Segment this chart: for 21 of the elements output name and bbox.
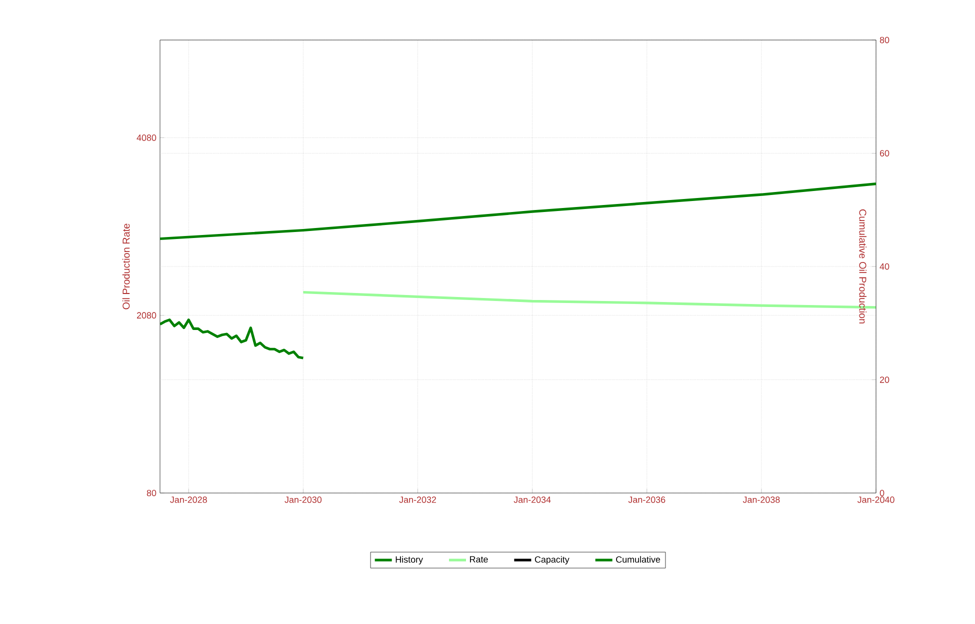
x-tick-label: Jan-2040 [857, 496, 894, 503]
y2-tick-label: 60 [880, 150, 890, 156]
legend-label: Cumulative [616, 556, 660, 563]
legend-label: Rate [470, 556, 488, 563]
y2-tick-label: 0 [880, 490, 884, 496]
y2-tick-label: 20 [880, 376, 890, 383]
x-tick-label: Jan-2036 [628, 496, 666, 503]
y-tick-label: 2080 [136, 312, 156, 319]
x-tick-label: Jan-2030 [284, 496, 322, 503]
x-tick-label: Jan-2038 [742, 496, 780, 503]
x-tick-label: Jan-2034 [514, 496, 551, 503]
y-tick-label: 80 [146, 490, 156, 496]
y2-tick-label: 40 [880, 263, 890, 270]
x-tick-label: Jan-2028 [170, 496, 207, 503]
y2-axis-title: Cumulative Oil Production [859, 209, 867, 324]
y-tick-label: 4080 [136, 134, 156, 141]
y2-tick-label: 80 [880, 36, 890, 44]
legend-label: History [396, 556, 424, 564]
legend-label: Capacity [534, 556, 570, 564]
x-tick-label: Jan-2032 [399, 496, 436, 503]
y-axis-title: Oil Production Rate [122, 224, 130, 310]
